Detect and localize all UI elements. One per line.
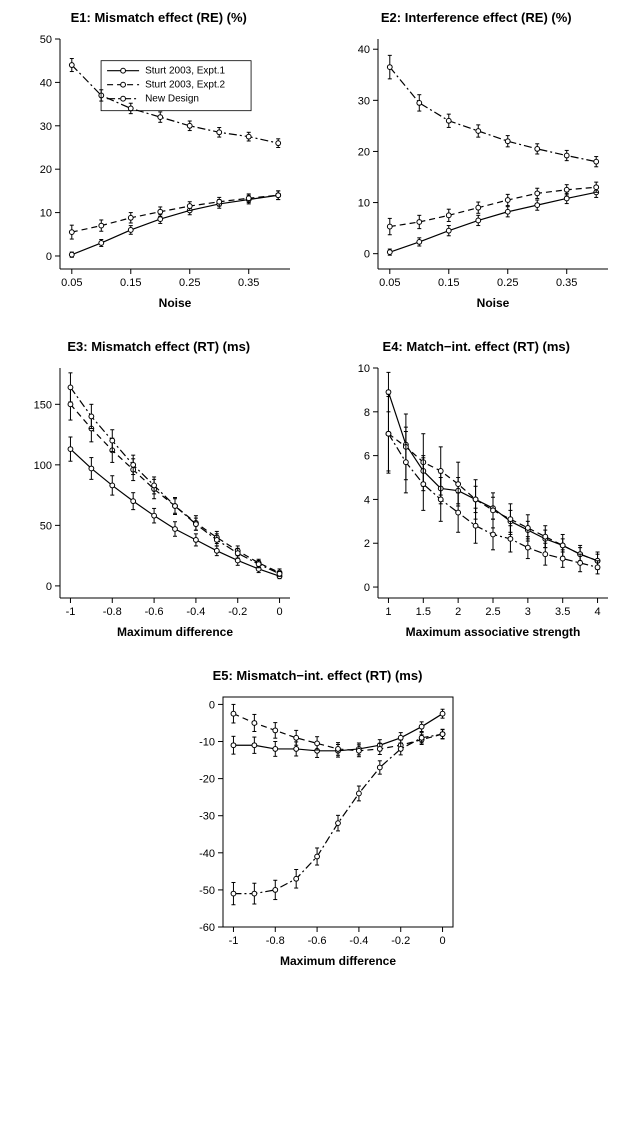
panel-E5: E5: Mismatch−int. effect (RT) (ms) -1 -0.… [173,668,463,977]
svg-text:8: 8 [363,407,369,419]
svg-text:100: 100 [34,460,52,472]
svg-text:6: 6 [363,451,369,463]
svg-text:150: 150 [34,399,52,411]
svg-text:-0.4: -0.4 [349,935,368,947]
svg-text:-60: -60 [199,922,215,934]
svg-text:20: 20 [40,164,52,176]
svg-text:4: 4 [594,606,600,618]
svg-text:Sturt 2003, Expt.1: Sturt 2003, Expt.1 [145,66,225,77]
svg-text:-50: -50 [199,885,215,897]
svg-text:-1: -1 [66,606,76,618]
svg-text:4: 4 [363,494,369,506]
panel-title-E3: E3: Mismatch effect (RT) (ms) [10,339,308,354]
svg-text:40: 40 [40,77,52,89]
svg-text:0.15: 0.15 [120,277,141,289]
svg-text:0.15: 0.15 [438,277,459,289]
svg-text:0: 0 [363,582,369,594]
svg-text:0: 0 [276,606,282,618]
svg-text:40: 40 [357,44,369,56]
svg-text:0: 0 [439,935,445,947]
svg-text:3.5: 3.5 [555,606,570,618]
panel-E4: E4: Match−int. effect (RT) (ms) 1 1.5 2 2.5… [328,339,626,648]
svg-text:-0.8: -0.8 [265,935,284,947]
svg-text:50: 50 [40,34,52,46]
svg-text:New Design: New Design [145,94,199,105]
svg-text:-1: -1 [228,935,238,947]
svg-text:-0.6: -0.6 [307,935,326,947]
svg-text:2: 2 [363,538,369,550]
chart-E5: -1 -0.8 -0.6 -0.4 -0.2 0 -60 -50 -40 -30 -20 -10 0 Ma… [173,687,463,977]
svg-text:10: 10 [357,198,369,210]
chart-E4: 1 1.5 2 2.5 3 3.5 4 0 2 4 6 8 10 Maximum associative … [328,358,618,648]
svg-text:0.05: 0.05 [61,277,82,289]
svg-text:20: 20 [357,146,369,158]
svg-text:0: 0 [46,251,52,263]
svg-text:Noise: Noise [476,296,509,310]
svg-text:-0.6: -0.6 [145,606,164,618]
svg-text:2.5: 2.5 [485,606,500,618]
svg-text:2: 2 [455,606,461,618]
chart-E1: 0.05 0.15 0.25 0.35 0 10 20 30 40 50 Noise Sturt 20… [10,29,300,319]
svg-text:-20: -20 [199,774,215,786]
svg-text:30: 30 [40,121,52,133]
svg-text:-0.8: -0.8 [103,606,122,618]
svg-text:10: 10 [40,208,52,220]
svg-text:Maximum difference: Maximum difference [117,625,233,639]
svg-text:0.25: 0.25 [179,277,200,289]
panel-E3: E3: Mismatch effect (RT) (ms) -1 -0.8 -0.6… [10,339,308,648]
svg-text:50: 50 [40,520,52,532]
svg-text:0.35: 0.35 [238,277,259,289]
svg-text:-0.4: -0.4 [186,606,205,618]
svg-text:1: 1 [385,606,391,618]
svg-text:-0.2: -0.2 [391,935,410,947]
svg-text:Maximum difference: Maximum difference [279,954,395,968]
svg-text:0.35: 0.35 [556,277,577,289]
svg-text:10: 10 [357,363,369,375]
svg-text:30: 30 [357,95,369,107]
svg-text:0: 0 [208,699,214,711]
svg-text:0: 0 [363,249,369,261]
svg-text:0: 0 [46,581,52,593]
svg-text:-10: -10 [199,737,215,749]
chart-E3: -1 -0.8 -0.6 -0.4 -0.2 0 0 50 100 150 Maximum diff… [10,358,300,648]
panel-title-E4: E4: Match−int. effect (RT) (ms) [328,339,626,354]
svg-text:-0.2: -0.2 [228,606,247,618]
chart-E2: 0.05 0.15 0.25 0.35 0 10 20 30 40 Noise [328,29,618,319]
svg-text:Sturt 2003, Expt.2: Sturt 2003, Expt.2 [145,80,225,91]
svg-text:0.25: 0.25 [497,277,518,289]
svg-text:1.5: 1.5 [415,606,430,618]
svg-text:3: 3 [524,606,530,618]
svg-text:-40: -40 [199,848,215,860]
panel-E1: E1: Mismatch effect (RE) (%) 0.05 0.15 0.2… [10,10,308,319]
svg-text:0.05: 0.05 [379,277,400,289]
panel-E2: E2: Interference effect (RE) (%) 0.05 0.1… [328,10,626,319]
svg-text:Noise: Noise [159,296,192,310]
svg-text:Maximum associative strength: Maximum associative strength [405,625,580,639]
svg-text:-30: -30 [199,811,215,823]
panel-title-E5: E5: Mismatch−int. effect (RT) (ms) [173,668,463,683]
panel-title-E1: E1: Mismatch effect (RE) (%) [10,10,308,25]
figure-grid: E1: Mismatch effect (RE) (%) 0.05 0.15 0.2… [10,10,625,977]
panel-title-E2: E2: Interference effect (RE) (%) [328,10,626,25]
